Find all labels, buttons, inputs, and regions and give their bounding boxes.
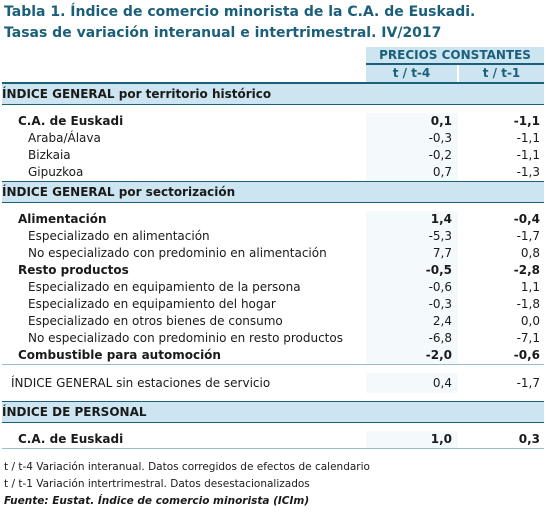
row-label: Bizkaia: [28, 148, 71, 162]
table-row: C.A. de Euskadi 0,1 -1,1: [2, 113, 544, 130]
row-label: C.A. de Euskadi: [18, 114, 124, 128]
row-value-intertrimestral: 0,8: [520, 246, 541, 260]
row-value-intertrimestral: -1,3: [516, 165, 541, 179]
note-interanual: t / t-4 Variación interanual. Datos corr…: [4, 461, 370, 473]
header-group-row: PRECIOS CONSTANTES: [2, 47, 545, 65]
row-value-intertrimestral: -1,7: [516, 229, 541, 243]
header-columns-row: t / t-4 t / t-1: [2, 64, 545, 84]
row-value-intertrimestral: -1,1: [516, 131, 541, 145]
table-title-line-2: Tasas de variación interanual e intertri…: [4, 25, 442, 41]
table-row: No especializado con predominio en alime…: [2, 245, 544, 262]
row-label: Araba/Álava: [28, 131, 101, 145]
table-row: C.A. de Euskadi 1,0 0,3: [2, 431, 545, 449]
table-row: Especializado en equipamiento del hogar …: [2, 296, 544, 313]
section-heading-personal: ÍNDICE DE PERSONAL: [2, 401, 545, 423]
row-value-intertrimestral: -0,6: [458, 347, 545, 365]
table-title: Tabla 1. Índice de comercio minorista de…: [4, 2, 544, 44]
row-value-interanual: -5,3: [366, 228, 458, 245]
row-label: Combustible para automoción: [2, 347, 366, 365]
table-row: Especializado en alimentación -5,3 -1,7: [2, 228, 544, 245]
table-row: No especializado con predominio en resto…: [2, 330, 544, 347]
row-label: Especializado en equipamiento del hogar: [28, 297, 276, 311]
row-value-intertrimestral: -2,8: [513, 263, 541, 277]
row-value-intertrimestral: -7,1: [516, 331, 541, 345]
table-row: Bizkaia -0,2 -1,1: [2, 147, 544, 164]
row-value-intertrimestral: -1,1: [516, 148, 541, 162]
row-value-interanual: -0,3: [366, 296, 458, 313]
row-value-interanual: 0,4: [366, 373, 458, 393]
table-row: Especializado en equipamiento de la pers…: [2, 279, 544, 296]
row-value-intertrimestral: 1,1: [520, 280, 541, 294]
row-value-intertrimestral: -1,7: [516, 375, 541, 390]
row-value-intertrimestral: 0,0: [520, 314, 541, 328]
row-value-intertrimestral: 0,3: [458, 431, 545, 449]
row-label: Especializado en alimentación: [28, 229, 210, 243]
source-note: Fuente: Eustat. Índice de comercio minor…: [4, 495, 310, 507]
row-label: No especializado con predominio en alime…: [28, 246, 327, 260]
row-label: No especializado con predominio en resto…: [28, 331, 343, 345]
table-row: ÍNDICE GENERAL sin estaciones de servici…: [2, 373, 544, 393]
row-value-interanual: 0,7: [366, 164, 458, 182]
row-label: C.A. de Euskadi: [2, 431, 366, 449]
header-col-intertrimestral: t / t-1: [456, 64, 545, 84]
row-value-interanual: 2,4: [366, 313, 458, 330]
table-row: Especializado en otros bienes de consumo…: [2, 313, 544, 330]
row-label: Resto productos: [18, 263, 129, 277]
data-table: PRECIOS CONSTANTES t / t-4 t / t-1 ÍNDIC…: [2, 47, 545, 449]
table-row: Araba/Álava -0,3 -1,1: [2, 130, 544, 147]
row-value-interanual: -0,5: [366, 262, 458, 279]
table-row: Combustible para automoción -2,0 -0,6: [2, 347, 545, 365]
row-label: Gipuzkoa: [28, 165, 84, 179]
row-label: Especializado en equipamiento de la pers…: [28, 280, 301, 294]
note-intertrimestral: t / t-1 Variación intertrimestral. Datos…: [4, 478, 310, 490]
row-value-interanual: -2,0: [366, 347, 458, 365]
row-value-interanual: -0,6: [366, 279, 458, 296]
table-notes: t / t-4 Variación interanual. Datos corr…: [4, 459, 544, 510]
row-value-intertrimestral: -1,8: [516, 297, 541, 311]
row-value-interanual: -0,2: [366, 147, 458, 164]
table-row: Gipuzkoa 0,7 -1,3: [2, 164, 544, 182]
table-row: Alimentación 1,4 -0,4: [2, 211, 544, 228]
row-value-intertrimestral: -0,4: [513, 212, 541, 226]
table-title-line-1: Tabla 1. Índice de comercio minorista de…: [4, 4, 476, 20]
row-value-interanual: -6,8: [366, 330, 458, 347]
row-value-interanual: 1,0: [366, 431, 458, 449]
row-value-intertrimestral: -1,1: [513, 114, 541, 128]
row-value-interanual: -0,3: [366, 130, 458, 147]
row-label: Alimentación: [18, 212, 107, 226]
section-heading-sectorizacion: ÍNDICE GENERAL por sectorización: [2, 181, 545, 203]
row-value-interanual: 1,4: [366, 211, 458, 228]
header-col-interanual: t / t-4: [366, 64, 458, 84]
row-value-interanual: 0,1: [366, 113, 458, 130]
row-label: ÍNDICE GENERAL sin estaciones de servici…: [11, 376, 271, 390]
row-value-interanual: 7,7: [366, 245, 458, 262]
header-precios-constantes: PRECIOS CONSTANTES: [366, 47, 545, 65]
row-label: Especializado en otros bienes de consumo: [28, 314, 283, 328]
table-row: Resto productos -0,5 -2,8: [2, 262, 544, 279]
section-heading-territorio: ÍNDICE GENERAL por territorio histórico: [2, 82, 545, 105]
